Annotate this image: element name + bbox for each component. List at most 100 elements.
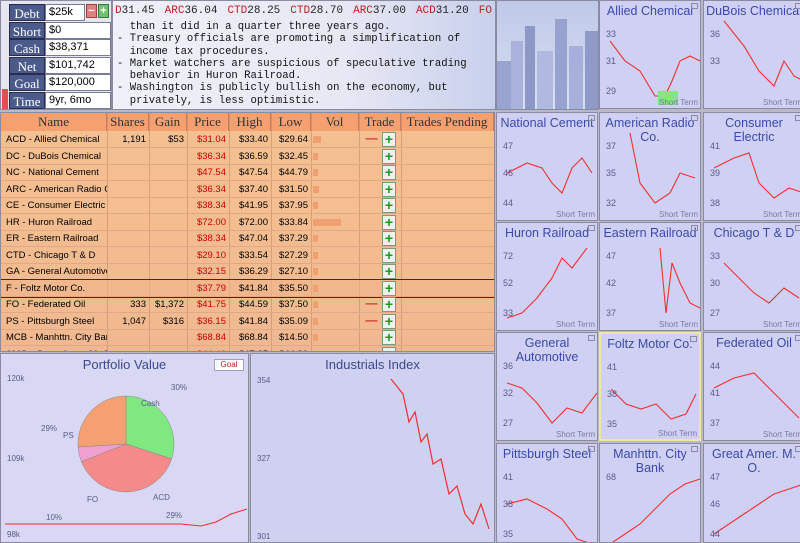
sell-button[interactable]: —	[365, 312, 378, 327]
table-row[interactable]: MCB - Manhttn. City Bank $68.84 $68.84 $14.…	[1, 329, 494, 346]
stock-price: $68.84	[196, 332, 226, 343]
buy-button[interactable]: +	[382, 297, 396, 312]
buy-button[interactable]: +	[382, 198, 396, 213]
column-header[interactable]: Gain	[149, 113, 187, 131]
column-header[interactable]: High	[229, 113, 271, 131]
expand-icon[interactable]	[588, 225, 595, 231]
short-term-label[interactable]: Short Term	[658, 429, 697, 438]
pie-label: ACD	[153, 493, 170, 502]
tile-ytick: 47	[503, 141, 514, 151]
column-header[interactable]: Vol	[311, 113, 359, 131]
expand-icon[interactable]	[588, 335, 595, 341]
buy-button[interactable]: +	[382, 330, 396, 345]
buy-button[interactable]: +	[382, 181, 396, 197]
stock-price: $47.54	[196, 167, 226, 178]
stock-tile[interactable]: General Automotive 36 32 27 Short Term	[496, 332, 598, 441]
buy-button[interactable]: +	[382, 247, 396, 263]
buy-button[interactable]: +	[382, 346, 396, 351]
stock-tile[interactable]: Pittsburgh Steel 41 38 35	[496, 443, 598, 543]
stock-price: $36.34	[196, 150, 226, 162]
table-row[interactable]: ARC - American Radio Co. $36.34 $37.40 $31.…	[1, 181, 494, 198]
expand-icon[interactable]	[795, 115, 800, 121]
pie-label: FO	[87, 495, 98, 504]
short-term-label[interactable]: Short Term	[763, 98, 800, 107]
stock-tile[interactable]: American Radio Co. 37 35 32 Short Term	[599, 112, 701, 221]
stock-tile[interactable]: Consumer Electric 41 39 38 Short Term	[703, 112, 800, 221]
short-term-label[interactable]: Short Term	[659, 210, 698, 219]
expand-icon[interactable]	[588, 115, 595, 121]
table-row[interactable]: ER - Eastern Railroad $38.34 $47.04 $37.29 +	[1, 230, 494, 247]
expand-icon[interactable]	[588, 446, 595, 452]
stock-high: $68.84	[238, 332, 268, 343]
sell-button[interactable]: —	[365, 131, 378, 145]
buy-button[interactable]: +	[382, 280, 396, 296]
expand-icon[interactable]	[795, 446, 800, 452]
short-term-label[interactable]: Short Term	[556, 430, 595, 439]
column-header[interactable]: Low	[271, 113, 311, 131]
expand-icon[interactable]	[691, 225, 698, 231]
short-term-label[interactable]: Short Term	[763, 320, 800, 329]
stock-tile[interactable]: National Cement 47 46 44 Short Term	[496, 112, 598, 221]
stock-gain	[149, 214, 187, 231]
buy-button[interactable]: +	[382, 148, 396, 164]
buy-button[interactable]: +	[382, 264, 396, 279]
short-term-label[interactable]: Short Term	[556, 320, 595, 329]
expand-icon[interactable]	[690, 336, 697, 342]
stat-label: Short	[9, 21, 45, 39]
stock-tile[interactable]: Great Amer. M. O. 47 46 44	[703, 443, 800, 543]
tile-ytick: 41	[503, 472, 514, 482]
expand-icon[interactable]	[795, 3, 800, 9]
stock-tile[interactable]: Federated Oil 44 41 37 Short Term	[703, 332, 800, 441]
debt-decrease-button[interactable]: −	[86, 4, 97, 18]
column-header[interactable]: Trades Pending	[401, 113, 494, 131]
table-row[interactable]: FO - Federated Oil 333 $1,372 $41.75 $44.59 $…	[1, 296, 494, 313]
column-header[interactable]: Price	[187, 113, 229, 131]
ticker-value: 28.70	[310, 5, 344, 17]
table-row[interactable]: GA - General Automotive $32.15 $36.29 $27.1…	[1, 263, 494, 280]
short-term-label[interactable]: Short Term	[556, 210, 595, 219]
table-row[interactable]: CE - Consumer Electric $38.34 $41.95 $37.95…	[1, 197, 494, 214]
table-row[interactable]: NC - National Cement $47.54 $47.54 $44.79 +	[1, 164, 494, 181]
tile-ytick: 41	[607, 362, 618, 372]
column-header[interactable]: Name	[1, 113, 107, 131]
stat-row-net: Net $101,742	[1, 56, 111, 75]
expand-icon[interactable]	[691, 115, 698, 121]
table-row[interactable]: AMO - Great Amer. M. O. $44.40$47.25$44.2…	[1, 346, 494, 351]
short-term-label[interactable]: Short Term	[763, 430, 800, 439]
short-term-label[interactable]: Short Term	[659, 98, 698, 107]
tile-sparkline	[610, 388, 697, 420]
stock-tile[interactable]: Huron Railroad 72 52 33 Short Term	[496, 222, 598, 331]
short-term-label[interactable]: Short Term	[659, 320, 698, 329]
table-row[interactable]: CTD - Chicago T & D $29.10 $33.54 $27.29 +	[1, 247, 494, 264]
stock-tile[interactable]: Eastern Railroad 47 42 37 Short Term	[599, 222, 701, 331]
goal-toggle[interactable]: Goal	[214, 359, 244, 371]
sell-button[interactable]: —	[365, 296, 378, 310]
buy-button[interactable]: +	[382, 132, 396, 147]
buy-button[interactable]: +	[382, 214, 396, 230]
expand-icon[interactable]	[691, 446, 698, 452]
table-row[interactable]: DC - DuBois Chemical $36.34 $36.59 $32.45 +	[1, 148, 494, 165]
stock-tile[interactable]: Foltz Motor Co. 41 38 35 Short Term	[599, 332, 701, 441]
table-row[interactable]: PS - Pittsburgh Steel 1,047 $316 $36.15 $41.…	[1, 313, 494, 330]
stock-tile[interactable]: DuBois Chemical 36 33 Short Term	[703, 0, 800, 109]
short-term-label[interactable]: Short Term	[763, 210, 800, 219]
stock-tile[interactable]: Allied Chemical 33 31 29 Short Term	[599, 0, 701, 109]
expand-icon[interactable]	[691, 3, 698, 9]
table-row[interactable]: HR - Huron Railroad $72.00 $72.00 $33.84 +	[1, 214, 494, 231]
column-header[interactable]: Trade	[359, 113, 401, 131]
stock-tile[interactable]: Manhttn. City Bank 68	[599, 443, 701, 543]
debt-increase-button[interactable]: +	[98, 4, 109, 18]
buy-button[interactable]: +	[382, 313, 396, 329]
tile-line	[713, 484, 800, 535]
expand-icon[interactable]	[795, 225, 800, 231]
table-row[interactable]: ACD - Allied Chemical 1,191 $53 $31.04 $33.4…	[1, 131, 494, 148]
column-header[interactable]: Shares	[107, 113, 149, 131]
buy-button[interactable]: +	[382, 165, 396, 180]
stock-tile[interactable]: Chicago T & D 33 30 27 Short Term	[703, 222, 800, 331]
table-row[interactable]: F - Foltz Motor Co. $37.79 $41.84 $35.50 +	[1, 278, 494, 298]
stock-shares	[107, 181, 149, 198]
stat-row-debt: Debt $25k	[1, 4, 111, 22]
stock-shares	[107, 148, 149, 165]
expand-icon[interactable]	[795, 335, 800, 341]
buy-button[interactable]: +	[382, 231, 396, 246]
